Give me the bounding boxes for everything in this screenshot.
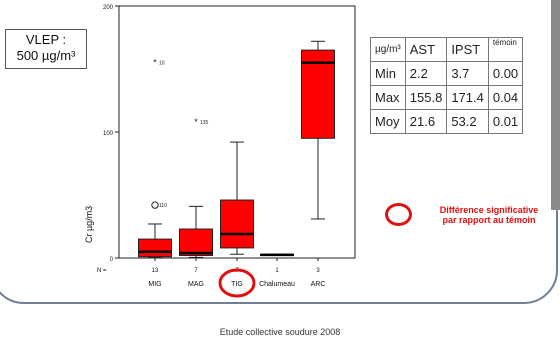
box-arc bbox=[301, 49, 335, 139]
n-count-label: 7 bbox=[194, 268, 198, 274]
outlier-circle bbox=[151, 201, 159, 209]
outlier-label: 135 bbox=[200, 120, 209, 126]
table-header-cell: AST bbox=[404, 37, 448, 62]
outlier-label: 10 bbox=[159, 61, 165, 67]
y-tick-label: 200 bbox=[103, 5, 114, 11]
table-cell: 53.2 bbox=[446, 109, 489, 134]
table-cell: 155.8 bbox=[404, 85, 448, 110]
y-tick-label: 0 bbox=[110, 257, 114, 263]
table-cell: Min bbox=[370, 61, 406, 86]
outlier-star: * bbox=[153, 58, 157, 68]
significance-line1: Différence significative bbox=[439, 205, 539, 215]
table-header-cell: IPST bbox=[446, 37, 489, 62]
footer-caption: Etude collective soudure 2008 bbox=[219, 327, 341, 337]
box-mag bbox=[179, 228, 213, 256]
category-label-mig: MIG bbox=[148, 281, 161, 288]
significance-note: Différence significative par rapport au … bbox=[425, 205, 553, 225]
slide-edge-bar bbox=[551, 0, 560, 210]
category-label-mag: MAG bbox=[188, 281, 204, 288]
table-cell: 171.4 bbox=[446, 85, 489, 110]
n-count-label: 1 bbox=[275, 268, 279, 274]
table-row: Moy 21.6 53.2 0.01 bbox=[370, 109, 524, 134]
table-header-row: µg/m³ AST IPST témoin bbox=[370, 37, 524, 62]
table-row: Min 2.2 3.7 0.00 bbox=[370, 61, 524, 86]
table-cell: 0.04 bbox=[487, 85, 524, 110]
table-cell: Moy bbox=[370, 109, 406, 134]
category-label-tig: TIG bbox=[231, 281, 243, 288]
table-cell: Max bbox=[370, 85, 406, 110]
highlight-circle bbox=[218, 268, 256, 298]
box-mig bbox=[138, 238, 172, 258]
outlier-label: 110 bbox=[159, 203, 167, 209]
y-axis-label: Cr µg/m3 bbox=[84, 206, 94, 243]
table-row: Max 155.8 171.4 0.04 bbox=[370, 85, 524, 110]
y-tick-label: 100 bbox=[103, 131, 114, 137]
table-cell: 0.01 bbox=[487, 109, 524, 134]
n-count-label: 3 bbox=[316, 268, 320, 274]
table-cell: 21.6 bbox=[404, 109, 448, 134]
stats-table: µg/m³ AST IPST témoin Min 2.2 3.7 0.00 M… bbox=[370, 37, 524, 134]
box-tig bbox=[220, 199, 254, 249]
table-header-cell: témoin bbox=[487, 37, 524, 62]
outlier-star: * bbox=[194, 117, 198, 127]
n-count-label: 13 bbox=[152, 268, 159, 274]
significance-line2: par rapport au témoin bbox=[442, 215, 536, 225]
significance-marker bbox=[385, 203, 412, 226]
n-label: N = bbox=[97, 268, 107, 274]
vlep-box: VLEP : 500 µg/m³ bbox=[5, 29, 87, 69]
category-label-arc: ARC bbox=[311, 281, 326, 288]
vlep-title: VLEP : bbox=[25, 32, 67, 47]
table-cell: 0.00 bbox=[487, 61, 524, 86]
table-cell: 2.2 bbox=[404, 61, 448, 86]
table-header-cell: µg/m³ bbox=[370, 37, 406, 62]
table-cell: 3.7 bbox=[446, 61, 489, 86]
category-label-chalumeau: Chalumeau bbox=[259, 281, 295, 288]
vlep-value: 500 µg/m³ bbox=[16, 48, 76, 63]
